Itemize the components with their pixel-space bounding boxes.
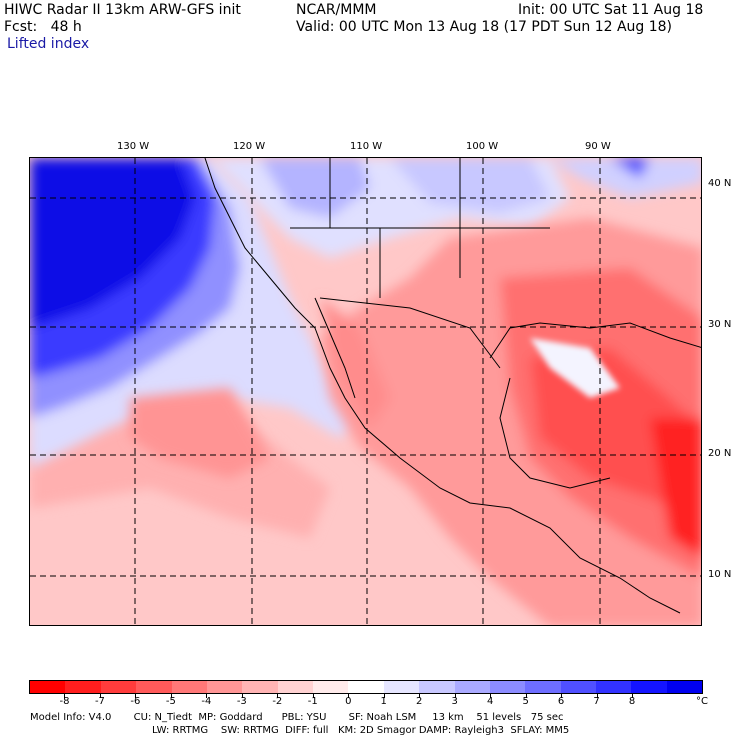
legend-swatch <box>242 681 278 693</box>
legend-tick-label: -1 <box>307 696 318 707</box>
legend-tick-label: -6 <box>130 696 141 707</box>
legend-tick-label: -4 <box>201 696 212 707</box>
legend-tick-label: 7 <box>593 696 600 707</box>
legend-tick <box>170 694 172 698</box>
legend-tick-label: 6 <box>557 696 565 707</box>
title-line: HIWC Radar II 13km ARW-GFS init <box>4 2 241 18</box>
lat-label-10n: 10 N <box>708 569 732 580</box>
valid-time: Valid: 00 UTC Mon 13 Aug 18 (17 PDT Sun … <box>296 19 673 35</box>
legend-swatch <box>596 681 632 693</box>
legend-tick <box>490 694 492 698</box>
lon-label-90w: 90 W <box>585 141 611 152</box>
legend-swatch <box>313 681 349 693</box>
legend-tick <box>241 694 243 698</box>
legend-tick-label: -2 <box>272 696 283 707</box>
legend-swatch <box>30 681 66 693</box>
legend-swatch <box>277 681 313 693</box>
legend-tick <box>596 694 598 698</box>
legend-tick-label: 5 <box>522 696 529 707</box>
stable-air-north <box>210 158 701 258</box>
lon-label-110w: 110 W <box>350 141 383 152</box>
legend-tick <box>632 694 634 698</box>
legend-tick <box>383 694 385 698</box>
model-info: Model Info: V4.0 CU: N_Tiedt MP: Goddard… <box>30 712 564 723</box>
legend-tick <box>64 694 66 698</box>
legend-tick <box>135 694 137 698</box>
coastlines <box>204 158 701 614</box>
legend-swatch <box>136 681 172 693</box>
legend-tick-label: -5 <box>165 696 176 707</box>
lon-label-130w: 130 W <box>117 141 150 152</box>
legend-tick-label: -7 <box>94 696 105 707</box>
field-name: Lifted index <box>7 36 90 52</box>
legend-tick <box>277 694 279 698</box>
legend-swatch <box>525 681 561 693</box>
legend-swatch <box>419 681 455 693</box>
model-physics: LW: RRTMG SW: RRTMG DIFF: full KM: 2D Sm… <box>152 725 570 736</box>
legend-tick <box>206 694 208 698</box>
color-legend <box>29 680 703 694</box>
legend-swatch <box>489 681 526 693</box>
map-canvas <box>30 158 701 625</box>
lat-label-20n: 20 N <box>708 448 732 459</box>
legend-tick <box>561 694 563 698</box>
legend-tick <box>454 694 456 698</box>
forecast-hour: Fcst: 48 h <box>4 19 82 35</box>
org-label: NCAR/MMM <box>296 2 377 18</box>
legend-swatch <box>100 681 137 693</box>
lifted-index-map <box>29 157 702 626</box>
legend-tick <box>99 694 101 698</box>
legend-swatch <box>454 681 490 693</box>
legend-tick-label: 4 <box>486 696 494 707</box>
legend-tick-label: 0 <box>345 696 352 707</box>
legend-swatch <box>348 681 384 693</box>
legend-swatch <box>631 681 667 693</box>
legend-tick <box>312 694 314 698</box>
legend-tick-label: 8 <box>628 696 636 707</box>
gulf-streak <box>530 338 620 398</box>
legend-tick-label: 3 <box>451 696 458 707</box>
legend-swatch <box>206 681 243 693</box>
lat-label-40n: 40 N <box>708 178 732 189</box>
legend-swatch <box>171 681 207 693</box>
legend-tick-label: 2 <box>416 696 423 707</box>
legend-tick <box>419 694 421 698</box>
legend-swatch <box>383 681 420 693</box>
legend-tick-label: -3 <box>236 696 247 707</box>
lat-label-30n: 30 N <box>708 319 732 330</box>
init-time: Init: 00 UTC Sat 11 Aug 18 <box>518 2 704 18</box>
graticule <box>30 158 701 625</box>
legend-swatch <box>560 681 596 693</box>
legend-tick <box>348 694 350 698</box>
lon-label-120w: 120 W <box>233 141 266 152</box>
lon-label-100w: 100 W <box>466 141 499 152</box>
legend-tick-label: -8 <box>59 696 70 707</box>
legend-swatch <box>666 681 703 693</box>
legend-swatch <box>65 681 101 693</box>
legend-tick <box>525 694 527 698</box>
legend-tick-label: 1 <box>380 696 387 707</box>
legend-unit: °C <box>696 696 708 707</box>
